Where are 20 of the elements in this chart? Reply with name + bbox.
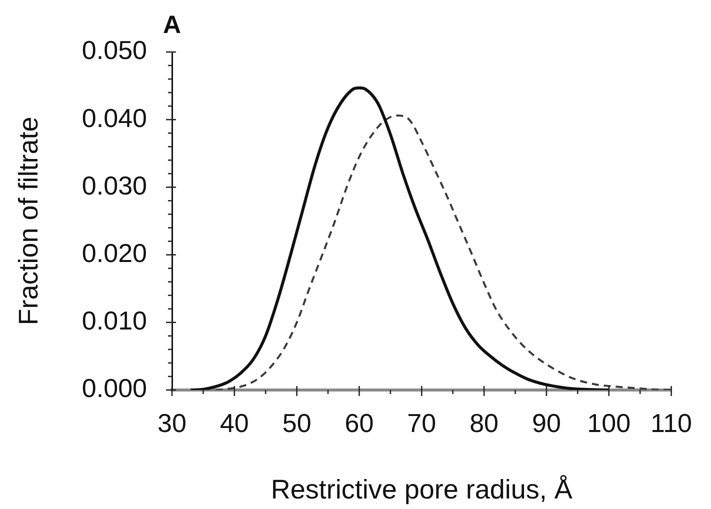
x-tick-label: 60 bbox=[344, 408, 374, 438]
x-tick-label: 30 bbox=[158, 408, 186, 438]
y-tick-label: 0.000 bbox=[82, 373, 147, 404]
x-tick-label: 110 bbox=[650, 408, 692, 438]
x-tick-label: 50 bbox=[282, 408, 312, 438]
x-tick-label: 100 bbox=[587, 408, 631, 438]
x-tick-label: 40 bbox=[220, 408, 249, 438]
x-axis-title: Restrictive pore radius, Å bbox=[270, 474, 572, 504]
x-tick-label: 80 bbox=[470, 408, 499, 438]
y-tick-label: 0.030 bbox=[82, 170, 147, 200]
line-series bbox=[214, 114, 672, 390]
y-tick-label: 0.010 bbox=[82, 306, 147, 336]
y-tick-label: 0.050 bbox=[82, 35, 147, 66]
line-series bbox=[189, 86, 610, 390]
x-tick-label: 70 bbox=[407, 408, 436, 438]
y-tick-label: 0.020 bbox=[82, 238, 147, 268]
y-tick-label: 0.040 bbox=[82, 102, 147, 133]
y-axis-title: Fraction of filtrate bbox=[14, 116, 44, 326]
chart-title: A bbox=[162, 11, 182, 39]
x-tick-label: 90 bbox=[532, 408, 561, 438]
